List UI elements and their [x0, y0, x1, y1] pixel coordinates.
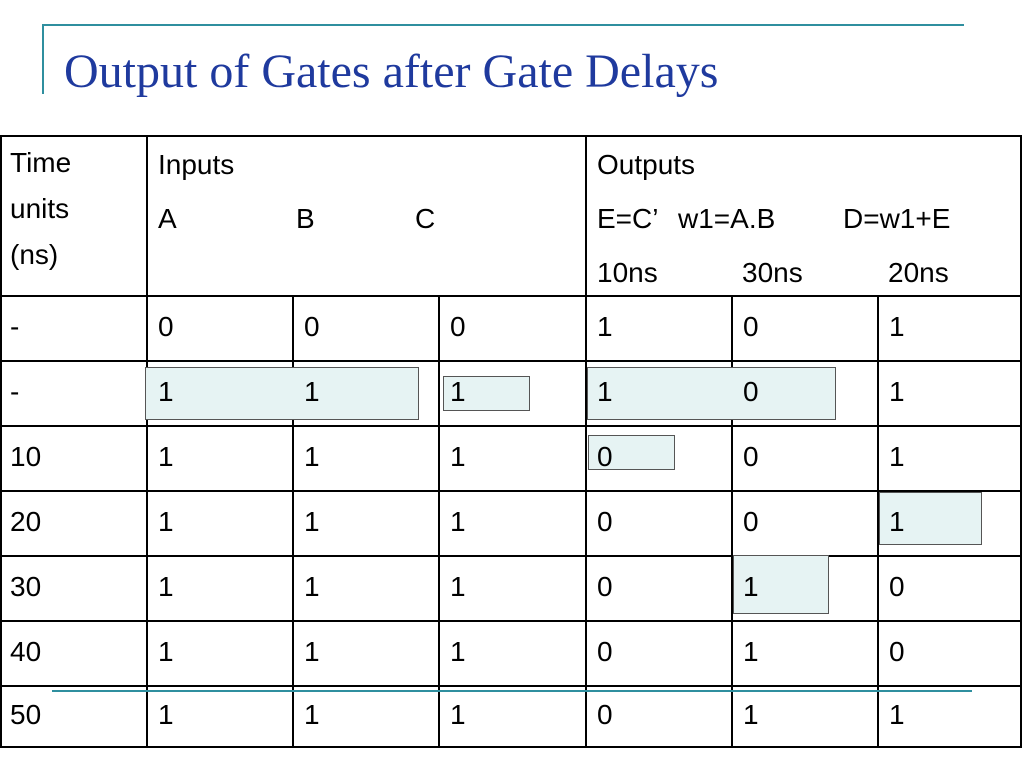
value-cell: 1: [597, 311, 613, 342]
value-cell: 1: [304, 699, 320, 730]
value-cell: 0: [597, 571, 613, 602]
header-inputs: Inputs: [158, 149, 235, 180]
table-divider: [0, 620, 1022, 622]
header-output-d: D=w1+E: [843, 203, 951, 234]
value-cell: 0: [597, 441, 613, 472]
gate-delay-table: Time units (ns) Inputs A B C Outputs E=C…: [0, 135, 1024, 748]
value-cell: 1: [450, 506, 466, 537]
table-divider: [0, 295, 1022, 297]
header-output-e: E=C’: [597, 203, 659, 234]
header-delay-e: 10ns: [597, 257, 658, 288]
value-cell: 1: [450, 376, 466, 407]
table-divider: [877, 295, 879, 748]
table-divider: [585, 135, 587, 748]
value-cell: 1: [450, 699, 466, 730]
value-cell: 1: [889, 699, 905, 730]
value-cell: 1: [304, 571, 320, 602]
table-divider: [0, 360, 1022, 362]
time-cell: 40: [10, 636, 42, 667]
value-cell: 1: [743, 571, 759, 602]
value-cell: 1: [597, 376, 613, 407]
table-border-right: [1020, 135, 1022, 748]
value-cell: 1: [889, 506, 905, 537]
value-cell: 0: [304, 311, 320, 342]
value-cell: 0: [743, 441, 759, 472]
header-outputs: Outputs: [597, 149, 696, 180]
value-cell: 0: [158, 311, 174, 342]
header-input-a: A: [158, 203, 177, 234]
highlight-d-change: [879, 492, 982, 545]
value-cell: 1: [450, 571, 466, 602]
value-cell: 1: [158, 441, 174, 472]
header-output-w1: w1=A.B: [678, 203, 776, 234]
value-cell: 1: [450, 441, 466, 472]
time-cell: -: [10, 311, 20, 342]
table-border-top: [0, 135, 1022, 137]
table-divider: [0, 555, 1022, 557]
value-cell: 1: [889, 376, 905, 407]
value-cell: 0: [450, 311, 466, 342]
table-border-bottom: [0, 746, 1022, 748]
value-cell: 0: [597, 636, 613, 667]
table-divider: [731, 295, 733, 748]
time-cell: 10: [10, 441, 42, 472]
value-cell: 1: [158, 506, 174, 537]
table-divider: [438, 295, 440, 748]
header-time-line2: units: [10, 193, 70, 224]
value-cell: 0: [743, 506, 759, 537]
value-cell: 1: [743, 636, 759, 667]
table-divider: [0, 685, 1022, 687]
value-cell: 1: [450, 636, 466, 667]
header-delay-w1: 30ns: [742, 257, 803, 288]
value-cell: 0: [743, 376, 759, 407]
value-cell: 1: [889, 311, 905, 342]
table-divider: [292, 295, 294, 748]
header-input-b: B: [296, 203, 315, 234]
value-cell: 0: [597, 506, 613, 537]
value-cell: 1: [304, 506, 320, 537]
title-top-rule: [42, 24, 964, 26]
value-cell: 0: [743, 311, 759, 342]
value-cell: 1: [158, 699, 174, 730]
time-cell: 50: [10, 699, 42, 730]
table-divider: [0, 425, 1022, 427]
value-cell: 1: [158, 376, 174, 407]
slide-title: Output of Gates after Gate Delays: [64, 45, 719, 98]
value-cell: 1: [304, 636, 320, 667]
value-cell: 1: [158, 571, 174, 602]
value-cell: 1: [743, 699, 759, 730]
table-divider: [0, 490, 1022, 492]
highlight-w1-change: [733, 555, 829, 614]
value-cell: 1: [158, 636, 174, 667]
highlight-e-change: [588, 435, 675, 470]
value-cell: 1: [304, 441, 320, 472]
value-cell: 0: [889, 571, 905, 602]
title-left-rule: [42, 24, 44, 94]
value-cell: 0: [597, 699, 613, 730]
time-cell: 20: [10, 506, 42, 537]
header-input-c: C: [415, 203, 436, 234]
value-cell: 1: [889, 441, 905, 472]
table-divider: [146, 135, 148, 748]
value-cell: 0: [889, 636, 905, 667]
time-cell: -: [10, 376, 20, 407]
header-delay-d: 20ns: [888, 257, 949, 288]
header-time-line1: Time: [10, 147, 72, 178]
table-border-left: [0, 135, 2, 748]
header-time-line3: (ns): [10, 239, 59, 270]
highlight-input-c: [443, 376, 530, 411]
footer-rule: [52, 690, 972, 692]
highlight-inputs-ab: [145, 367, 419, 420]
value-cell: 1: [304, 376, 320, 407]
highlight-outputs-e-w1: [587, 367, 836, 420]
time-cell: 30: [10, 571, 42, 602]
